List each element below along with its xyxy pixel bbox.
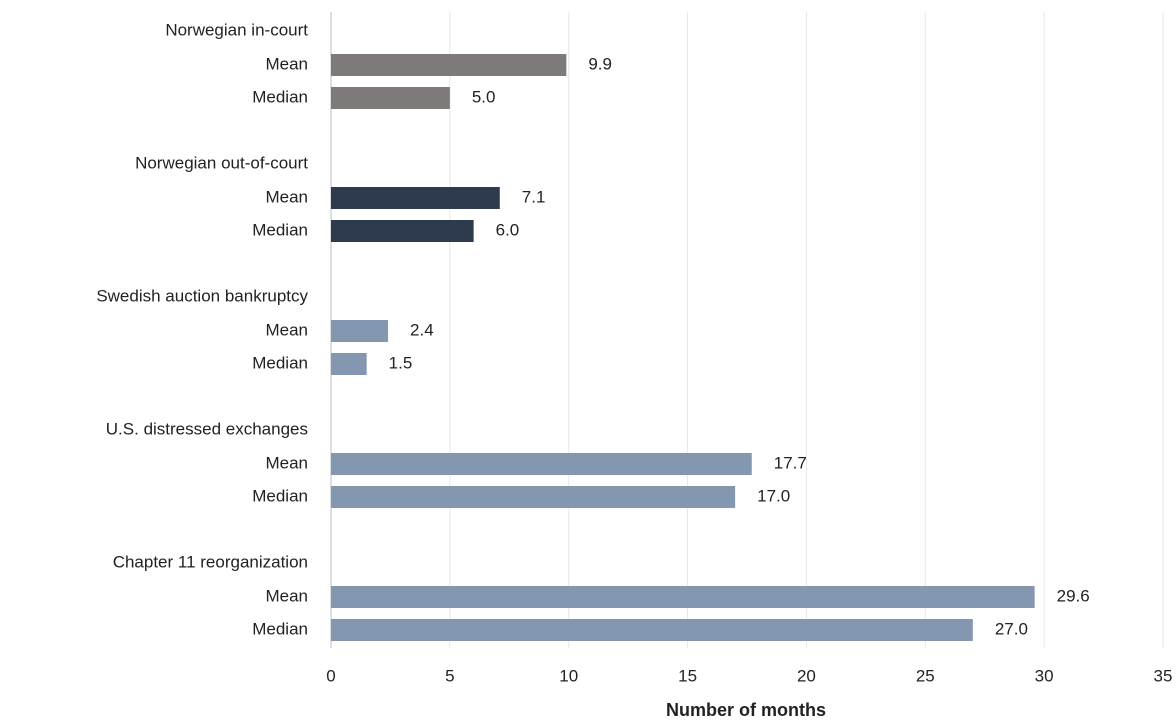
y-tick-label: Median (252, 353, 308, 372)
x-tick-label: 35 (1154, 666, 1173, 685)
data-label: 29.6 (1057, 586, 1090, 605)
y-tick-label: Mean (265, 320, 308, 339)
data-label: 17.7 (774, 453, 807, 472)
data-label: 2.4 (410, 320, 434, 339)
y-tick-label: Median (252, 486, 308, 505)
bar (331, 453, 752, 475)
bar (331, 187, 500, 209)
bar (331, 586, 1035, 608)
y-tick-label: Mean (265, 453, 308, 472)
x-tick-label: 10 (559, 666, 578, 685)
x-tick-label: 5 (445, 666, 454, 685)
bar (331, 320, 389, 342)
x-tick-label: 20 (797, 666, 816, 685)
y-tick-label: Median (252, 220, 308, 239)
group-label: Norwegian in-court (165, 20, 308, 39)
x-tick-label: 30 (1035, 666, 1054, 685)
x-tick-label: 0 (326, 666, 335, 685)
bar (331, 486, 736, 508)
group-label: Norwegian out-of-court (135, 153, 308, 172)
bar (331, 220, 474, 242)
x-axis-label: Number of months (666, 700, 826, 720)
y-tick-label: Median (252, 87, 308, 106)
group-label: U.S. distressed exchanges (106, 419, 308, 438)
group-label: Chapter 11 reorganization (113, 552, 308, 571)
bar (331, 87, 450, 109)
data-label: 1.5 (389, 353, 413, 372)
data-label: 9.9 (588, 54, 612, 73)
data-label: 7.1 (522, 187, 546, 206)
y-tick-label: Mean (265, 54, 308, 73)
data-label: 27.0 (995, 619, 1028, 638)
data-label: 5.0 (472, 87, 496, 106)
bar (331, 353, 367, 375)
group-label: Swedish auction bankruptcy (96, 286, 308, 305)
data-label: 17.0 (757, 486, 790, 505)
y-tick-label: Mean (265, 187, 308, 206)
bar (331, 619, 973, 641)
bar (331, 54, 567, 76)
x-tick-label: 15 (678, 666, 697, 685)
y-tick-label: Median (252, 619, 308, 638)
data-label: 6.0 (496, 220, 520, 239)
y-tick-label: Mean (265, 586, 308, 605)
x-tick-label: 25 (916, 666, 935, 685)
